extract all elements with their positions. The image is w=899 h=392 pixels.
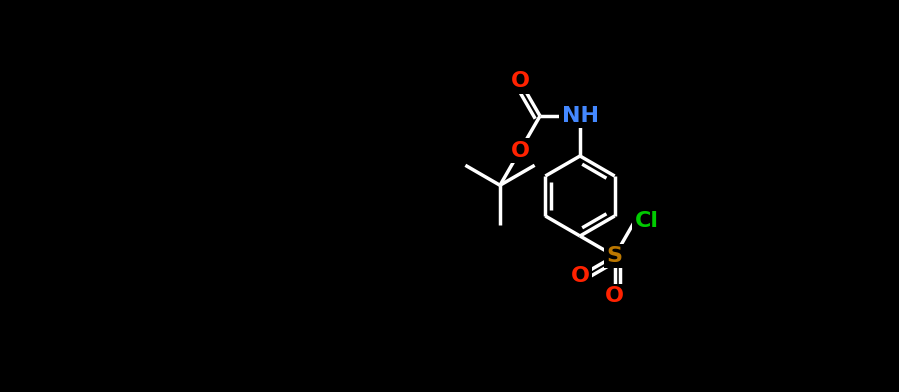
Text: Cl: Cl [635, 211, 659, 231]
Text: O: O [511, 71, 530, 91]
Text: O: O [605, 286, 624, 306]
Text: O: O [571, 266, 590, 286]
Text: O: O [511, 141, 530, 161]
Text: S: S [607, 246, 623, 266]
Text: NH: NH [562, 106, 599, 126]
